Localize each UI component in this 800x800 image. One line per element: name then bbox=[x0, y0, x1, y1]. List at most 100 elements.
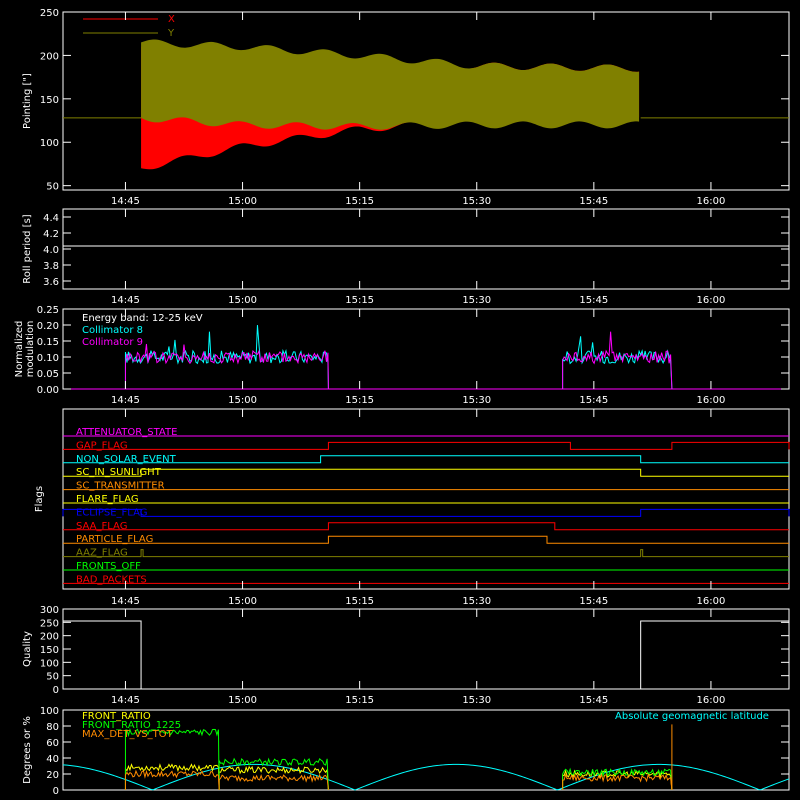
x-tick-label: 14:45 bbox=[111, 295, 140, 306]
x-tick-label: 15:15 bbox=[345, 196, 374, 207]
quality-x-ticks: 14:45 15:00 15:15 15:30 15:45 16:00 bbox=[111, 609, 725, 706]
roll-y-ticks: 3.6 3.8 4.0 4.2 4.4 bbox=[43, 213, 789, 288]
x-tick-label: 14:45 bbox=[111, 196, 140, 207]
flag-line-sc-in-sunlight bbox=[63, 468, 789, 477]
y-tick-label: 100 bbox=[40, 658, 59, 669]
flags-data: ATTENUATOR_STATE GAP_FLAG NON_SOLAR_EVENT S… bbox=[62, 427, 790, 585]
x-tick-label: 15:45 bbox=[579, 295, 608, 306]
modulation-data bbox=[63, 325, 789, 390]
x-tick-label: 15:45 bbox=[579, 196, 608, 207]
legend-front-ratio: FRONT_RATIO bbox=[82, 711, 151, 722]
pointing-x-ticks: 14:45 15:00 15:15 15:30 15:45 16:00 bbox=[111, 12, 725, 207]
modulation-series-1 bbox=[562, 331, 673, 390]
flag-label-gap-flag: GAP_FLAG bbox=[76, 440, 128, 451]
pointing-data bbox=[63, 39, 789, 170]
y-tick-label: 50 bbox=[46, 672, 59, 683]
panel-roll-period: Roll period [s] 3.6 3.8 4.0 4.2 4.4 14:45 15:… bbox=[22, 208, 790, 306]
y-tick-label: 200 bbox=[40, 51, 59, 62]
y-tick-label: 20 bbox=[46, 770, 59, 781]
flag-label-sc-in-sunlight: SC_IN_SUNLIGHT bbox=[76, 467, 162, 478]
x-tick-label: 16:00 bbox=[697, 596, 726, 607]
y-tick-label: 0 bbox=[53, 685, 59, 696]
geomag-latitude-line bbox=[62, 763, 790, 791]
x-tick-label: 15:00 bbox=[228, 295, 257, 306]
flags-x-ticks: 14:45 15:00 15:15 15:30 15:45 16:00 bbox=[111, 409, 725, 607]
modulation-x-ticks: 14:45 15:00 15:15 15:30 15:45 16:00 bbox=[111, 309, 725, 406]
modulation-series-1 bbox=[124, 343, 329, 390]
flag-line-non-solar-event bbox=[63, 455, 789, 464]
x-tick-label: 15:45 bbox=[579, 695, 608, 706]
x-tick-label: 15:30 bbox=[462, 395, 491, 406]
x-tick-label: 15:00 bbox=[228, 196, 257, 207]
ratio-series-1 bbox=[124, 727, 220, 791]
y-tick-label: 60 bbox=[46, 738, 59, 749]
flag-line-particle-flag bbox=[63, 535, 789, 544]
degrees-y-ticks: 0 20 40 60 80 100 bbox=[40, 706, 789, 797]
ratio-series-0 bbox=[218, 765, 329, 791]
modulation-ylabel-line2: modulation bbox=[25, 321, 36, 378]
flag-line-aaz-flag bbox=[63, 549, 789, 558]
x-tick-label: 16:00 bbox=[697, 196, 726, 207]
y-tick-label: 40 bbox=[46, 754, 59, 765]
roll-x-ticks: 14:45 15:00 15:15 15:30 15:45 16:00 bbox=[111, 209, 725, 306]
y-tick-label: 200 bbox=[40, 632, 59, 643]
x-tick-label: 15:00 bbox=[228, 695, 257, 706]
legend-label-x: X bbox=[168, 14, 175, 25]
modulation-ylabel-line1: Normalized bbox=[14, 321, 25, 378]
flag-label-attenuator-state: ATTENUATOR_STATE bbox=[76, 427, 177, 438]
energy-band-annotation: Energy band: 12-25 keV bbox=[82, 313, 203, 324]
x-tick-label: 15:00 bbox=[228, 395, 257, 406]
legend-max-det-vs-tot: MAX_DET_VS_TOT bbox=[82, 729, 174, 740]
flag-label-bad-packets: BAD_PACKETS bbox=[76, 574, 147, 585]
y-tick-label: 150 bbox=[40, 645, 59, 656]
x-tick-label: 15:15 bbox=[345, 596, 374, 607]
x-tick-label: 15:15 bbox=[345, 295, 374, 306]
y-tick-label: 250 bbox=[40, 8, 59, 19]
y-tick-label: 150 bbox=[40, 95, 59, 106]
y-tick-label: 0.00 bbox=[37, 385, 59, 396]
pointing-ylabel: Pointing ["] bbox=[22, 73, 33, 129]
legend-collimator-8: Collimator 8 bbox=[82, 325, 143, 336]
quality-ylabel: Quality bbox=[22, 631, 33, 667]
flag-label-eclipse-flag: ECLIPSE_FLAG bbox=[76, 507, 147, 518]
y-tick-label: 4.4 bbox=[43, 213, 59, 224]
y-tick-label: 3.8 bbox=[43, 261, 59, 272]
x-tick-label: 14:45 bbox=[111, 695, 140, 706]
ratio-series-2 bbox=[124, 769, 220, 791]
panel-degrees-frame bbox=[62, 709, 790, 791]
panel-degrees: Degrees or % FRONT_RATIO FRONT_RATIO_122… bbox=[22, 706, 790, 797]
y-tick-label: 100 bbox=[40, 138, 59, 149]
quality-data bbox=[63, 620, 789, 690]
pointing-y-envelope bbox=[141, 39, 640, 130]
x-tick-label: 15:15 bbox=[345, 695, 374, 706]
flag-line-gap-flag bbox=[63, 441, 790, 450]
y-tick-label: 0.20 bbox=[37, 321, 59, 332]
y-tick-label: 0 bbox=[53, 786, 59, 797]
ratio-series-1 bbox=[562, 767, 673, 791]
flag-label-aaz-flag: AAZ_FLAG bbox=[76, 548, 128, 559]
flag-label-particle-flag: PARTICLE_FLAG bbox=[76, 534, 153, 545]
modulation-ylabel: Normalizedmodulation bbox=[14, 321, 36, 378]
panel-quality: Quality 0 50 100 150 200 250 300 14:45 15:00 15:… bbox=[22, 605, 790, 706]
y-tick-label: 0.25 bbox=[37, 305, 59, 316]
y-tick-label: 50 bbox=[46, 182, 59, 193]
panel-flags-frame bbox=[62, 408, 790, 590]
degrees-data bbox=[62, 724, 790, 791]
panel-pointing: Pointing ["] X Y 50 100 150 200 250 14:45 15:… bbox=[22, 8, 790, 207]
pointing-legend: X Y bbox=[83, 14, 175, 39]
x-tick-label: 15:45 bbox=[579, 596, 608, 607]
flag-label-sc-transmitter: SC_TRANSMITTER bbox=[76, 481, 165, 492]
x-tick-label: 16:00 bbox=[697, 395, 726, 406]
flags-ylabel: Flags bbox=[34, 486, 45, 512]
x-tick-label: 15:15 bbox=[345, 395, 374, 406]
ratio-series-2 bbox=[218, 773, 329, 791]
x-tick-label: 14:45 bbox=[111, 395, 140, 406]
flag-label-saa-flag: SAA_FLAG bbox=[76, 521, 127, 532]
y-tick-label: 100 bbox=[40, 706, 59, 717]
modulation-series-0 bbox=[124, 325, 329, 390]
flag-label-fronts-off: FRONTS_OFF bbox=[76, 561, 141, 572]
x-tick-label: 15:00 bbox=[228, 596, 257, 607]
legend-front-ratio-1225: FRONT_RATIO_1225 bbox=[82, 720, 181, 731]
